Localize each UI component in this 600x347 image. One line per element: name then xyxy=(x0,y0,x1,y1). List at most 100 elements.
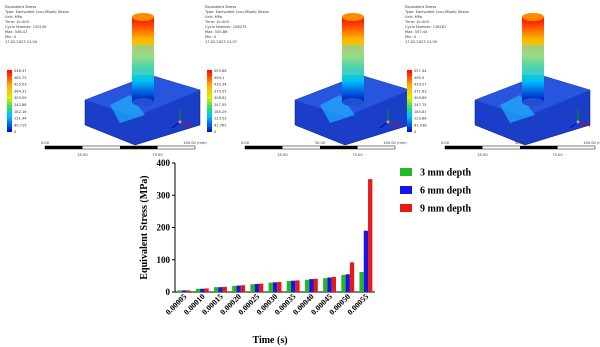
scale-label: 100.00 (mm) xyxy=(383,141,407,145)
bar xyxy=(214,287,218,292)
panel-info: 17.02.2023 21:09 xyxy=(405,40,438,44)
scale-bar xyxy=(445,146,483,149)
bar xyxy=(332,277,336,292)
y-tick-label: 0 xyxy=(166,287,171,297)
color-scale xyxy=(407,70,412,132)
bar xyxy=(295,280,299,292)
y-tick-label: 300 xyxy=(157,190,171,200)
bar xyxy=(250,284,254,292)
panel-info: Type: Equivalent (von-Mises) Stress xyxy=(4,10,69,14)
panel-info: Min: 0 xyxy=(5,35,17,39)
panel-3-graphics xyxy=(475,13,590,145)
legend-value: 185.29 xyxy=(214,110,227,114)
panel-info: Unit: MPa xyxy=(205,15,222,19)
color-scale xyxy=(7,70,12,132)
panel-1-graphics xyxy=(85,13,200,145)
legend-value: 555.86 xyxy=(214,69,227,73)
legend-value: 0 xyxy=(414,130,417,134)
panel-title: Equivalent Stress xyxy=(205,5,236,9)
panel-info: Max: 555.86 xyxy=(205,30,228,34)
bar xyxy=(323,278,327,292)
scale-bar xyxy=(245,146,283,149)
legend-value: 0 xyxy=(14,130,17,134)
panel-info: Time: 1e-003 xyxy=(4,20,29,24)
panel-info: 17.02.2023 21:07 xyxy=(205,40,237,44)
legend-value: 557.44 xyxy=(414,69,427,73)
legend-value: 121.44 xyxy=(14,117,27,121)
legend-value: 247.05 xyxy=(214,103,227,107)
bar xyxy=(346,274,350,292)
bar xyxy=(364,231,368,292)
bar xyxy=(291,281,295,292)
legend-value: 242.88 xyxy=(14,103,27,107)
bar xyxy=(223,287,227,292)
panel-info: Cycle Number: 116281 xyxy=(405,25,446,29)
color-scale xyxy=(207,70,212,132)
bar xyxy=(269,283,273,292)
scale-bar xyxy=(45,146,83,149)
bar xyxy=(255,284,259,292)
panel-info: Time: 1e-003 xyxy=(404,20,429,24)
legend-value: 546.47 xyxy=(14,69,27,73)
legend-swatch xyxy=(400,204,412,212)
scale-label: 75.00 xyxy=(352,153,363,157)
legend-value: 371.63 xyxy=(414,89,427,93)
panel-info: Time: 1e-003 xyxy=(204,20,229,24)
legend-value: 308.81 xyxy=(214,96,227,100)
scale-label: 25.00 xyxy=(77,153,88,157)
legend-value: 61.938 xyxy=(414,123,427,127)
scale-label: 25.00 xyxy=(477,153,488,157)
y-tick-label: 200 xyxy=(157,223,171,233)
bar xyxy=(186,290,190,292)
panel-info: Cycle Number: 228073 xyxy=(205,25,246,29)
bar xyxy=(314,279,318,292)
legend-value: 61.762 xyxy=(214,123,227,127)
scale-bar xyxy=(320,146,358,149)
legend-label: 9 mm depth xyxy=(420,204,472,215)
panel-info: Cycle Number: 130149 xyxy=(5,25,47,29)
legend-value: 247.75 xyxy=(414,103,427,107)
legend-value: 495.5 xyxy=(414,76,424,80)
bar xyxy=(368,179,372,292)
legend-value: 494.1 xyxy=(214,76,224,80)
bar xyxy=(241,285,245,292)
legend-value: 425.03 xyxy=(14,83,27,87)
bar xyxy=(287,281,291,292)
bar xyxy=(309,279,313,292)
scale-label: 100.00 (mm) xyxy=(583,141,600,145)
panel-info: Unit: MPa xyxy=(5,15,22,19)
panel-info: Min: 0 xyxy=(205,35,217,39)
legend-value: 433.57 xyxy=(414,83,427,87)
panel-info: Min: 0 xyxy=(405,35,417,39)
y-tick-label: 400 xyxy=(157,158,171,168)
scale-label: 50.00 xyxy=(515,141,526,145)
panel-info: Type: Equivalent (von-Mises) Stress xyxy=(404,10,469,14)
bar xyxy=(232,286,236,292)
y-axis-label: Equivalent Stress (MPa) xyxy=(139,175,150,279)
bar xyxy=(259,284,263,292)
legend-value: 123.88 xyxy=(414,117,427,121)
legend-value: 364.31 xyxy=(14,89,27,93)
panel-title: Equivalent Stress xyxy=(405,5,436,9)
panel-info: Max: 546.47 xyxy=(5,30,27,34)
bar xyxy=(273,282,277,292)
bar xyxy=(327,277,331,292)
panel-info: Unit: MPa xyxy=(405,15,422,19)
scale-label: 75.00 xyxy=(552,153,563,157)
bar xyxy=(196,289,200,292)
legend-label: 6 mm depth xyxy=(420,186,472,197)
legend-value: 303.59 xyxy=(14,96,27,100)
bar xyxy=(350,262,354,292)
bar xyxy=(277,282,281,292)
scale-label: 25.00 xyxy=(277,153,288,157)
legend-value: 185.81 xyxy=(414,110,427,114)
panel-title: Equivalent Stress xyxy=(5,5,36,9)
x-axis-label: Time (s) xyxy=(252,335,287,346)
legend-swatch xyxy=(400,168,412,176)
legend-value: 432.34 xyxy=(214,83,227,87)
legend-value: 182.16 xyxy=(14,110,27,114)
bar xyxy=(341,275,345,292)
scale-bar xyxy=(520,146,558,149)
legend-value: 485.75 xyxy=(14,76,27,80)
legend-value: 370.57 xyxy=(214,89,227,93)
